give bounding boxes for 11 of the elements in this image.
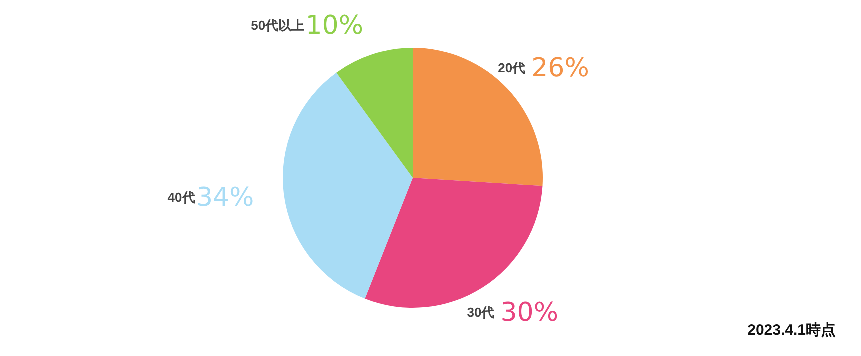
slice-label: 20代 <box>498 60 526 76</box>
slice-label: 30代 <box>467 305 495 320</box>
pie-slice <box>336 48 413 178</box>
slice-label: 40代 <box>168 190 196 206</box>
data-label: 34% <box>196 183 254 214</box>
text: 2023.4.1時点 <box>748 322 836 339</box>
data-label: 10% <box>306 10 364 41</box>
slice-label: 50代以上 <box>251 18 305 33</box>
pie-slice <box>283 72 413 299</box>
data-label: 30% <box>500 298 559 328</box>
data-label: 26% <box>532 53 590 84</box>
